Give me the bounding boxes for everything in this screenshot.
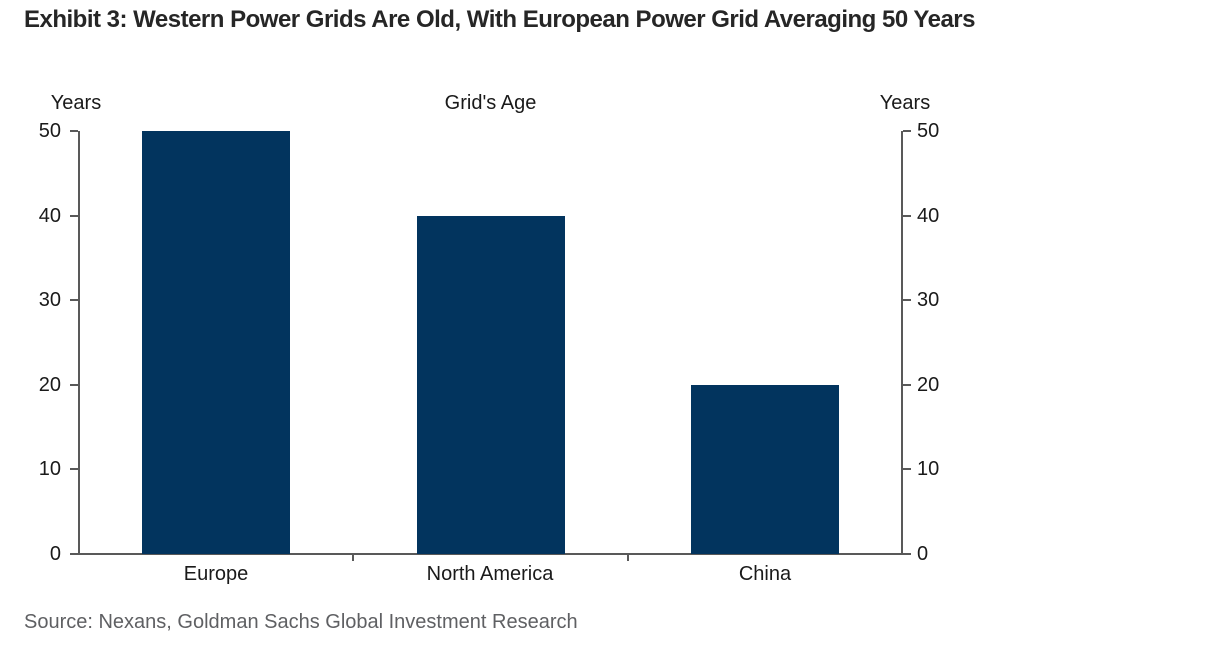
y-tick-label-right: 30 xyxy=(917,289,940,312)
exhibit-title: Exhibit 3: Western Power Grids Are Old, … xyxy=(24,6,976,33)
y-tick-right xyxy=(903,383,911,386)
y-tick-label-left: 30 xyxy=(38,289,61,312)
y-tick-right xyxy=(903,299,911,302)
left-axis-unit-label: Years xyxy=(50,92,102,114)
y-tick-label-right: 10 xyxy=(917,458,940,481)
x-boundary-tick xyxy=(352,555,355,561)
y-tick-label-right: 20 xyxy=(917,373,940,396)
y-tick-right xyxy=(903,468,911,471)
y-tick-left xyxy=(70,214,78,217)
right-axis-unit-label: Years xyxy=(879,92,931,114)
y-tick-label-left: 40 xyxy=(38,204,61,227)
y-tick-left xyxy=(70,130,78,132)
y-tick-right xyxy=(903,553,911,555)
source-note: Source: Nexans, Goldman Sachs Global Inv… xyxy=(24,611,578,633)
x-category-label: Europe xyxy=(183,563,249,585)
plot-area: 0 0 10 10 20 20 30 30 40 40 50 50 Europe North Americ… xyxy=(38,120,940,585)
y-tick-label-right: 0 xyxy=(917,543,929,565)
y-axis-right-line xyxy=(901,131,903,554)
y-tick-right xyxy=(903,130,911,132)
y-tick-label-right: 50 xyxy=(917,120,940,142)
y-tick-label-left: 10 xyxy=(38,458,61,481)
x-axis-line xyxy=(78,553,903,555)
y-tick-left xyxy=(70,468,78,471)
bar-europe xyxy=(142,131,290,554)
y-tick-label-left: 50 xyxy=(38,120,61,142)
y-tick-left xyxy=(70,299,78,302)
bar-chart: Years Grid's Age Years 0 0 10 10 20 20 30 30 40 4… xyxy=(38,92,940,585)
y-axis-left-line xyxy=(78,131,80,554)
y-tick-label-left: 0 xyxy=(49,543,61,565)
bar-north-america xyxy=(417,216,565,554)
x-boundary-tick xyxy=(626,555,629,561)
y-tick-label-left: 20 xyxy=(38,373,61,396)
y-tick-left xyxy=(70,553,78,555)
x-category-label: North America xyxy=(426,563,554,585)
y-tick-left xyxy=(70,383,78,386)
bar-china xyxy=(691,385,839,554)
chart-title: Grid's Age xyxy=(444,92,537,114)
x-category-label: China xyxy=(738,563,792,585)
y-tick-right xyxy=(903,214,911,217)
y-tick-label-right: 40 xyxy=(917,204,940,227)
